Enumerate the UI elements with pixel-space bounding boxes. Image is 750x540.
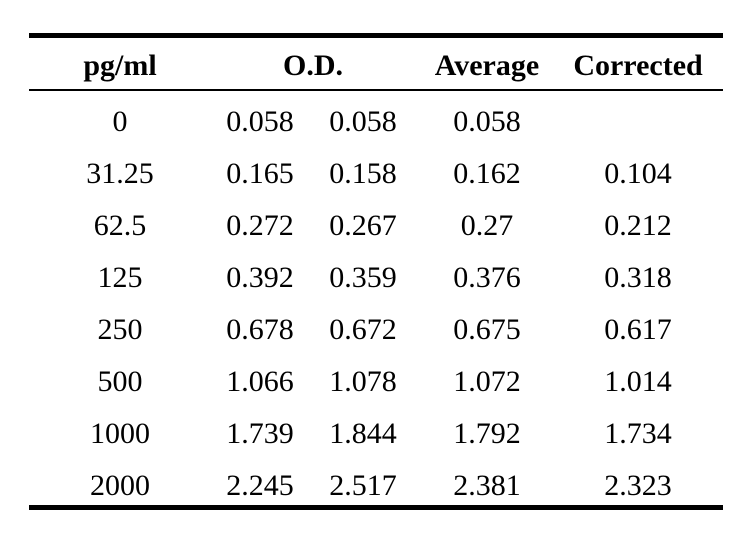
- cell-corrected: 2.323: [604, 469, 672, 502]
- cell-average: 1.792: [453, 417, 521, 450]
- cell-average: 0.162: [453, 157, 521, 190]
- cell-od1: 2.245: [226, 469, 294, 502]
- cell-concentration: 31.25: [86, 157, 154, 190]
- table-bottom-rule: [29, 505, 723, 510]
- cell-concentration: 250: [97, 313, 143, 346]
- table-row: 2000 2.245 2.517 2.381 2.323: [0, 460, 750, 512]
- cell-average: 0.058: [453, 105, 521, 138]
- cell-corrected: 0.617: [604, 313, 672, 346]
- cell-od1: 1.066: [226, 365, 294, 398]
- table-row: 250 0.678 0.672 0.675 0.617: [0, 304, 750, 356]
- cell-od1: 1.739: [226, 417, 294, 450]
- cell-od2: 1.844: [329, 417, 397, 450]
- table-row: 500 1.066 1.078 1.072 1.014: [0, 356, 750, 408]
- cell-od1: 0.678: [226, 313, 294, 346]
- cell-average: 0.27: [460, 209, 514, 242]
- header-concentration: pg/ml: [83, 49, 157, 82]
- cell-corrected: 0.212: [604, 209, 672, 242]
- table-row: 62.5 0.272 0.267 0.27 0.212: [0, 200, 750, 252]
- cell-average: 1.072: [453, 365, 521, 398]
- table-row: 31.25 0.165 0.158 0.162 0.104: [0, 148, 750, 200]
- cell-od1: 0.165: [226, 157, 294, 190]
- cell-concentration: 500: [97, 365, 143, 398]
- header-average: Average: [434, 49, 540, 82]
- cell-average: 0.376: [453, 261, 521, 294]
- table-row: 125 0.392 0.359 0.376 0.318: [0, 252, 750, 304]
- cell-od1: 0.272: [226, 209, 294, 242]
- header-corrected: Corrected: [573, 49, 703, 82]
- table-header-row: pg/ml O.D. Average Corrected: [0, 40, 750, 92]
- cell-concentration: 2000: [90, 469, 150, 502]
- cell-concentration: 62.5: [93, 209, 147, 242]
- cell-od1: 0.058: [226, 105, 294, 138]
- table-top-rule: [29, 33, 723, 38]
- table-header-rule: [29, 89, 723, 91]
- cell-od2: 0.359: [329, 261, 397, 294]
- cell-corrected: 1.014: [604, 365, 672, 398]
- cell-od1: 0.392: [226, 261, 294, 294]
- cell-od2: 0.158: [329, 157, 397, 190]
- cell-corrected: 1.734: [604, 417, 672, 450]
- cell-concentration: 1000: [90, 417, 150, 450]
- cell-corrected: [563, 96, 713, 148]
- cell-od2: 0.267: [329, 209, 397, 242]
- cell-corrected: 0.318: [604, 261, 672, 294]
- cell-corrected: 0.104: [604, 157, 672, 190]
- table-row: 1000 1.739 1.844 1.792 1.734: [0, 408, 750, 460]
- cell-od2: 1.078: [329, 365, 397, 398]
- table-row: 0 0.058 0.058 0.058: [0, 96, 750, 148]
- cell-od2: 0.058: [329, 105, 397, 138]
- cell-average: 2.381: [453, 469, 521, 502]
- cell-concentration: 0: [112, 105, 128, 138]
- cell-average: 0.675: [453, 313, 521, 346]
- cell-od2: 2.517: [329, 469, 397, 502]
- cell-concentration: 125: [97, 261, 143, 294]
- cell-od2: 0.672: [329, 313, 397, 346]
- header-od: O.D.: [283, 49, 343, 82]
